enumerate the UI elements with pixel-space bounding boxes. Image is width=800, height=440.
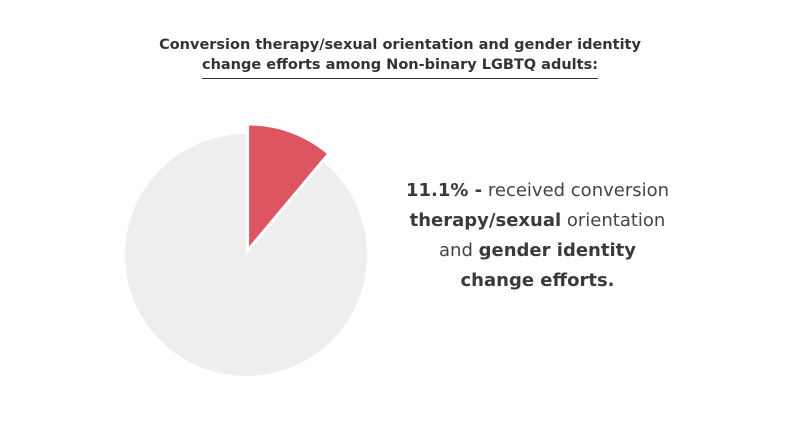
chart-title: Conversion therapy/sexual orientation an… <box>0 35 800 79</box>
callout-line-1-text: received conversion <box>482 180 670 201</box>
callout-line-2: therapy/sexual orientation <box>395 206 680 236</box>
chart-title-line-1: Conversion therapy/sexual orientation an… <box>159 37 641 53</box>
callout-text: 11.1% - received conversion therapy/sexu… <box>395 176 680 296</box>
chart-title-line-2: change efforts among Non-binary LGBTQ ad… <box>201 55 599 79</box>
callout-percentage: 11.1% - <box>405 180 483 201</box>
callout-line-2-text: orientation <box>561 210 666 231</box>
callout-line-4-bold: change efforts. <box>460 270 615 291</box>
pie-slice-highlight <box>249 125 327 247</box>
pie-slice-rest <box>125 134 368 376</box>
callout-line-3: and gender identity <box>395 236 680 266</box>
callout-line-2-bold: therapy/sexual <box>409 210 562 231</box>
callout-line-4: change efforts. <box>395 266 680 296</box>
callout-line-1: 11.1% - received conversion <box>395 176 680 206</box>
callout-line-3-bold: gender identity <box>478 240 636 261</box>
callout-line-3-text: and <box>439 240 479 261</box>
